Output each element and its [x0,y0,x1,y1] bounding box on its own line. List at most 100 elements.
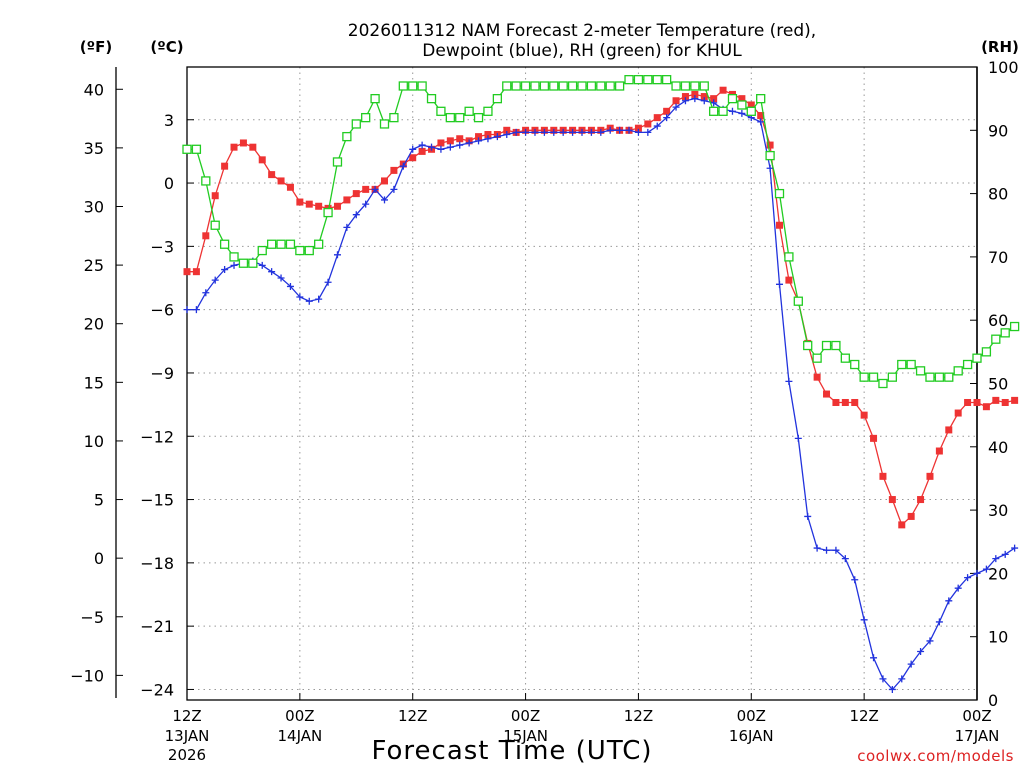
rh-point [831,340,841,351]
temperature-point [183,268,191,276]
rh-point [709,106,719,116]
dewpoint-point [428,143,436,151]
rh-point [398,81,408,91]
fahrenheit-axis-ticks: 40 35 30 25 20 15 10 5 0 −5 −10 [70,80,123,685]
dewpoint-point [823,546,831,554]
dewpoint-point [728,107,736,115]
rh-point [934,372,945,382]
dewpoint-point [221,266,229,274]
rh-point [605,81,615,91]
fahrenheit-tick-label: −10 [70,666,104,685]
rh-point [492,94,503,104]
rh-tick-label: 80 [988,185,1008,204]
temperature-point [315,202,323,210]
temperature-point [870,434,878,442]
temperature-point [456,135,464,143]
temperature-point [907,512,915,520]
rh-point [520,81,531,91]
dewpoint-point [202,289,210,297]
celsius-tick-label: −9 [150,364,174,383]
dewpoint-point [634,128,642,136]
temperature-point [851,398,859,406]
dewpoint-point [813,544,821,552]
rh-point [389,112,399,123]
dewpoint-point [522,128,530,136]
temperature-point [437,139,445,147]
dewpoint-point [493,133,501,141]
dewpoint-point [888,685,896,693]
series-dewpoint [183,95,1019,693]
temperature-point [503,126,511,134]
rh-point [511,81,521,91]
rh-point [558,81,568,91]
temperature-point [249,143,257,151]
temperature-point [700,93,708,101]
temperature-point [653,114,661,122]
dewpoint-point [183,306,191,314]
rh-point [652,75,662,85]
dewpoint-point [841,555,849,563]
temperature-point [390,166,398,174]
temperature-point [973,398,981,406]
dewpoint-point [964,574,972,582]
fahrenheit-tick-label: 15 [84,373,104,392]
rh-point [219,239,230,249]
dewpoint-point [935,618,943,626]
rh-point [1009,321,1020,332]
temperature-point [710,95,718,103]
time-tick-date: 14JAN [277,727,322,745]
data-series [182,75,1020,693]
rh-point [868,372,879,382]
dewpoint-point [681,97,689,105]
dewpoint-point [1001,550,1009,558]
temperature-point [1011,396,1019,404]
temperature-point [239,139,247,147]
temperature-point [634,124,642,132]
rh-point [690,81,700,91]
dewpoint-point [766,164,774,172]
fahrenheit-tick-label: 40 [84,80,104,99]
dewpoint-point [268,268,276,276]
rh-point [774,188,785,199]
chart-title-line2: Dewpoint (blue), RH (green) for KHUL [422,41,742,61]
dewpoint-point [475,137,483,145]
dewpoint-point [286,282,294,290]
dewpoint-point [456,141,464,149]
rh-point [586,81,597,91]
fahrenheit-tick-label: 0 [94,549,104,568]
rh-tick-label: 70 [988,248,1008,267]
celsius-tick-label: 3 [164,111,174,130]
dewpoint-point [230,261,238,269]
dewpoint-point [710,99,718,107]
temperature-point [268,171,276,179]
dewpoint-point [917,647,925,655]
temperature-point [352,190,360,198]
rh-point [972,353,982,363]
time-tick-label: 12Z [172,707,201,725]
temperature-point [644,120,652,128]
rh-point [718,106,728,116]
dewpoint-point [484,135,492,143]
rh-point [408,81,418,91]
dewpoint-point [691,95,699,103]
series-rh [182,75,1020,389]
temperature-point [258,156,266,164]
celsius-tick-label: −6 [150,301,174,320]
temperature-point [992,396,1000,404]
rh-point [295,245,305,256]
rh-point [793,296,803,306]
temperature-point [277,177,285,185]
time-tick-date: 15JAN [503,727,548,745]
rh-point [756,94,766,104]
dewpoint-point [644,128,652,136]
dewpoint-point [559,128,567,136]
rh-point [549,81,559,91]
rh-point [266,239,277,249]
rh-point [201,176,211,186]
time-tick-label: 00Z [962,707,991,725]
fahrenheit-tick-label: 30 [84,197,104,216]
rh-point [765,150,775,161]
rh-point [502,81,512,91]
